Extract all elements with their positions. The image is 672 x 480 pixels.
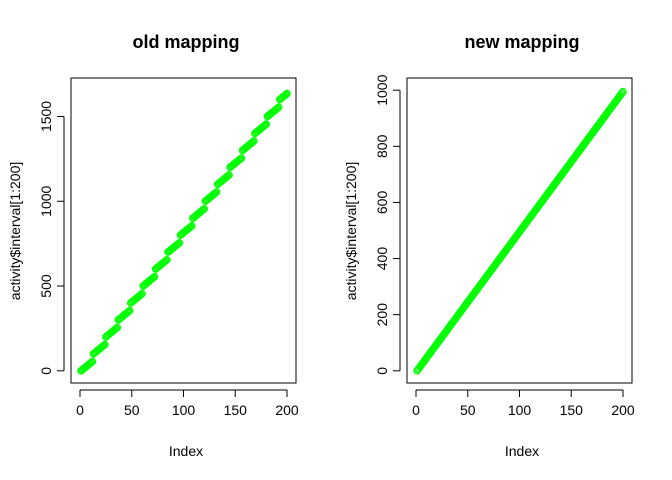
- y-tick-label: 1000: [374, 74, 390, 105]
- data-point: [138, 289, 146, 298]
- data-point: [186, 222, 195, 231]
- data-point: [175, 238, 184, 247]
- data-point: [162, 256, 170, 265]
- data-point: [235, 155, 244, 164]
- data-point: [618, 89, 626, 97]
- axes: 0 50 100 150 200 0 200 400 600 800 1000: [374, 74, 635, 418]
- data-point: [260, 122, 269, 130]
- data-point: [113, 323, 122, 332]
- data-point: [187, 222, 196, 230]
- x-tick-label: 100: [172, 402, 196, 418]
- x-tick-label: 100: [508, 402, 532, 418]
- data-point: [281, 91, 289, 100]
- data-point: [282, 90, 290, 99]
- x-tick-label: 0: [412, 402, 420, 418]
- data-point: [173, 240, 182, 249]
- data-point: [283, 89, 291, 98]
- y-axis-label: activity$interval[1:200]: [343, 162, 359, 301]
- y-tick-label: 600: [374, 191, 390, 215]
- data-point: [161, 257, 169, 266]
- y-tick-label: 0: [374, 367, 390, 375]
- data-point: [619, 87, 627, 96]
- data-point: [148, 274, 157, 283]
- x-tick-label: 0: [76, 402, 84, 418]
- x-axis-label: Index: [169, 443, 203, 459]
- data-point: [198, 206, 206, 215]
- plot-frame: [406, 77, 633, 384]
- y-tick-label: 0: [38, 367, 54, 375]
- data-point: [223, 172, 231, 181]
- data-point: [211, 188, 220, 197]
- data-point: [212, 188, 221, 196]
- data-point: [150, 272, 159, 281]
- data-point: [185, 223, 194, 232]
- data-point: [224, 172, 232, 180]
- y-tick-label: 800: [374, 134, 390, 158]
- data-point: [174, 239, 183, 248]
- data-point: [261, 121, 270, 129]
- data-point: [272, 105, 281, 113]
- data-point: [273, 104, 282, 112]
- x-tick-label: 150: [560, 402, 584, 418]
- axes: 0 50 100 150 200 0 500 1000 1500: [38, 101, 299, 418]
- y-tick-label: 200: [374, 303, 390, 327]
- data-point: [250, 137, 258, 145]
- data-point: [199, 205, 207, 214]
- data-point: [112, 324, 121, 333]
- x-tick-label: 50: [460, 402, 476, 418]
- y-axis-label: activity$interval[1:200]: [7, 162, 23, 301]
- x-tick-label: 200: [275, 402, 299, 418]
- data-point: [236, 155, 245, 163]
- x-tick-label: 200: [611, 402, 635, 418]
- data-point: [123, 308, 132, 317]
- data-point: [210, 189, 219, 198]
- data-points: [413, 87, 627, 375]
- y-tick-label: 500: [38, 274, 54, 298]
- y-tick-label: 1000: [38, 185, 54, 216]
- data-point: [274, 103, 283, 111]
- data-point: [100, 341, 108, 350]
- data-point: [225, 171, 233, 179]
- plot-frame: [70, 77, 297, 384]
- data-point: [137, 290, 145, 299]
- data-point: [237, 154, 246, 162]
- data-point: [124, 307, 133, 316]
- plot-panel-old-mapping: old mapping 0 50 100 150 200 0 500 1000 1500 Ind…: [7, 32, 299, 459]
- data-point: [248, 138, 256, 147]
- y-tick-label: 400: [374, 247, 390, 271]
- x-axis-label: Index: [505, 443, 539, 459]
- data-point: [262, 120, 271, 128]
- y-tick-label: 1500: [38, 101, 54, 132]
- data-point: [88, 357, 97, 366]
- data-point: [101, 340, 109, 349]
- data-point: [87, 358, 96, 367]
- data-point: [149, 273, 158, 282]
- x-tick-label: 150: [224, 402, 248, 418]
- data-point: [98, 342, 107, 351]
- chart-title: new mapping: [464, 32, 579, 52]
- data-point: [200, 205, 209, 213]
- data-points: [77, 89, 291, 375]
- x-tick-label: 50: [124, 402, 140, 418]
- data-point: [111, 325, 119, 334]
- data-point: [136, 291, 144, 300]
- data-point: [86, 359, 95, 367]
- data-point: [163, 255, 171, 264]
- data-point: [249, 138, 257, 146]
- chart-title: old mapping: [133, 32, 240, 52]
- data-point: [125, 306, 134, 315]
- plot-panel-new-mapping: new mapping 0 50 100 150 200 0 200 400 600 800 100…: [343, 32, 635, 459]
